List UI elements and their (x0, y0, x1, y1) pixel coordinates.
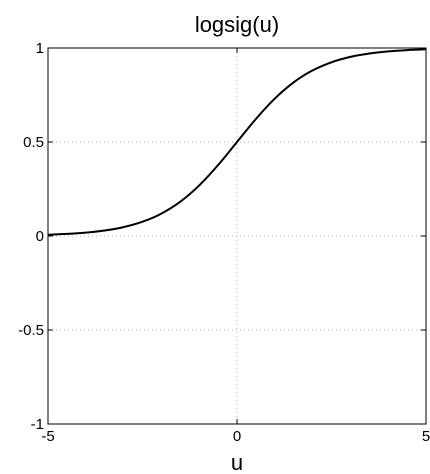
series-line-0 (47, 48, 427, 236)
ticks: -5 0 5 -1 -0.5 0 0.5 1 (18, 40, 430, 445)
y-tick-label-1: -0.5 (18, 322, 44, 339)
x-tick-label-0: -5 (41, 428, 54, 445)
y-tick-label-0: -1 (31, 416, 44, 433)
y-tick-label-2: 0 (36, 228, 44, 245)
chart-title: logsig(u) (195, 12, 279, 37)
y-tick-label-3: 0.5 (23, 134, 44, 151)
x-tick-label-2: 5 (422, 428, 430, 445)
grid (48, 48, 426, 424)
x-tick-label-1: 0 (233, 428, 241, 445)
y-tick-label-4: 1 (36, 40, 44, 57)
series-layer (47, 48, 427, 236)
x-axis-label: u (231, 450, 243, 474)
